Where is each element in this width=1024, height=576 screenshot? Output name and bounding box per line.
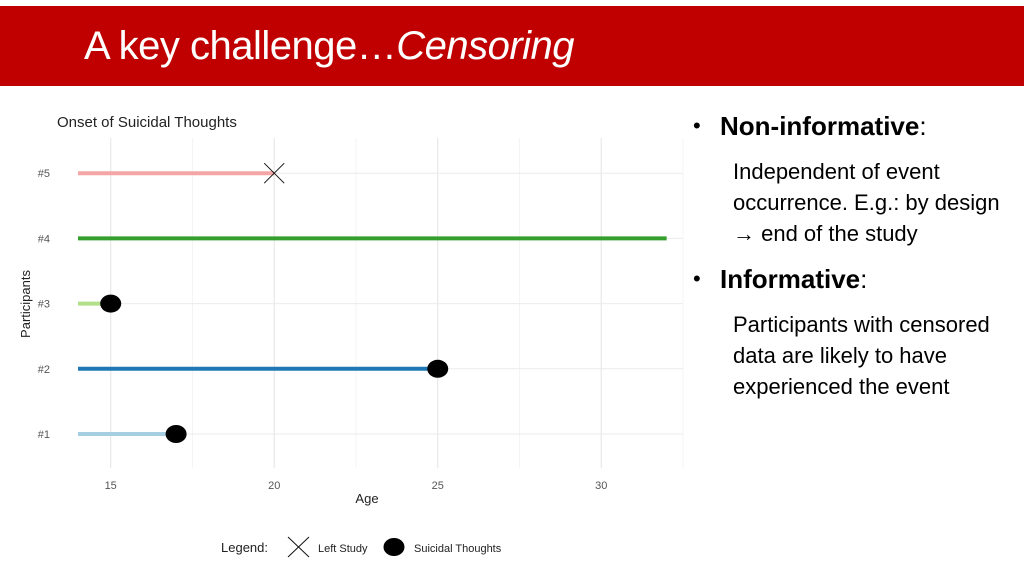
x-tick-label: 25 [432, 480, 444, 492]
chart-title: Onset of Suicidal Thoughts [57, 114, 237, 131]
legend-label-suicidal-thoughts: Suicidal Thoughts [414, 543, 502, 555]
x-axis-label: Age [355, 491, 378, 506]
legend-title: Legend: [221, 540, 268, 555]
y-tick-label: #3 [38, 299, 50, 311]
suicidal-thoughts-marker [100, 294, 122, 313]
title-banner: A key challenge…Censoring [0, 6, 1024, 86]
bullet-heading-informative: • Informative: [690, 261, 1020, 297]
left-study-marker [263, 162, 285, 184]
cross-stroke [287, 536, 310, 558]
bullet-body-non-informative: Independent of event occurrence. E.g.: b… [733, 159, 1000, 246]
y-tick-label: #5 [38, 168, 50, 180]
x-tick-label: 15 [105, 480, 117, 492]
bullet-heading-non-informative: • Non-informative: [690, 108, 1020, 144]
slide-title-italic: Censoring [396, 24, 575, 68]
bullet-heading-colon: : [860, 264, 868, 294]
slide-title: A key challenge…Censoring [84, 24, 575, 69]
y-tick-label: #2 [38, 364, 50, 376]
suicidal-thoughts-marker [165, 425, 187, 443]
slide-title-plain: A key challenge… [84, 24, 397, 68]
bullet-dot-icon: • [693, 113, 701, 138]
suicidal-thoughts-marker [427, 359, 449, 378]
legend-filled-circle-icon [383, 538, 405, 556]
chart-svg: Onset of Suicidal Thoughts #1 #2 #3 #4 #5 15 20… [18, 114, 684, 558]
bullet-heading-text: Informative [720, 264, 861, 294]
bullet-list: • Non-informative: Independent of event o… [690, 108, 1020, 402]
y-tick-label: #4 [38, 233, 50, 245]
legend-cross-icon [287, 536, 310, 558]
legend-label-left-study: Left Study [318, 543, 368, 555]
censoring-chart: Onset of Suicidal Thoughts #1 #2 #3 #4 #5 15 20… [0, 100, 690, 576]
x-tick-label: 20 [268, 480, 280, 492]
y-axis-label: Participants [18, 270, 33, 338]
bullet-dot-icon: • [693, 266, 701, 291]
y-tick-label: #1 [38, 429, 50, 441]
bullet-body-informative: Participants with censored data are like… [733, 312, 990, 399]
bullet-heading-colon: : [919, 111, 927, 141]
cross-stroke [263, 162, 285, 184]
x-tick-label: 30 [595, 480, 607, 492]
bullet-heading-text: Non-informative [720, 111, 920, 141]
